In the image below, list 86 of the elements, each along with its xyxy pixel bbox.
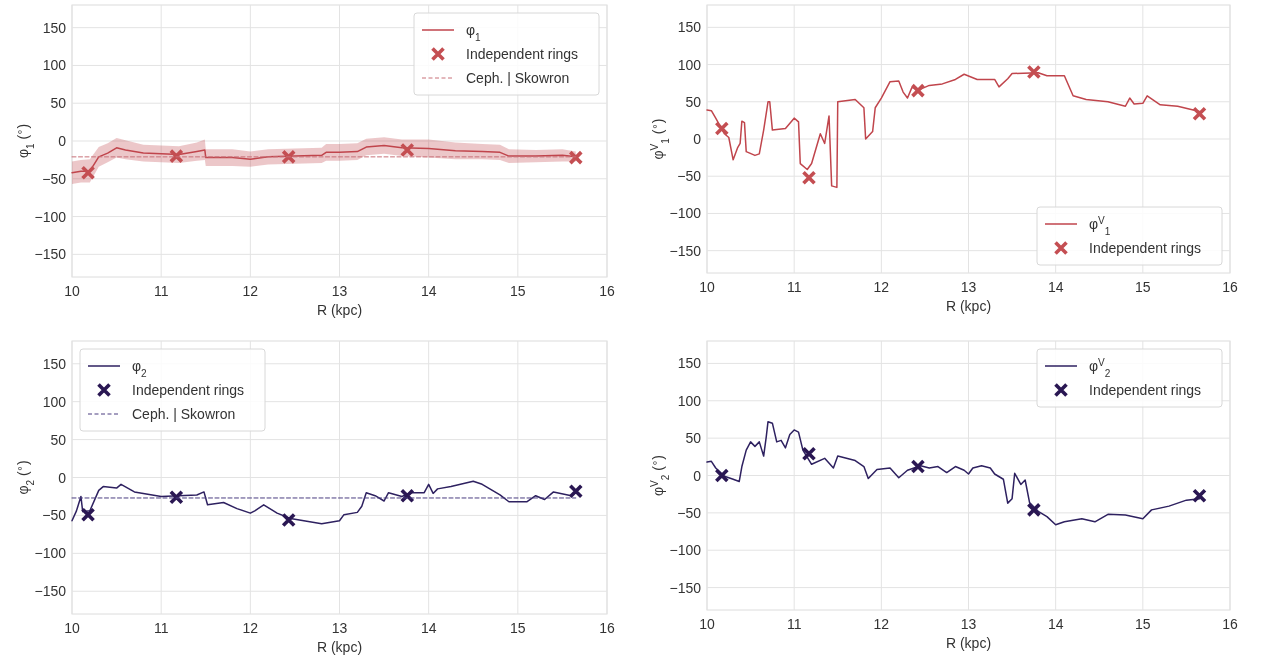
- x-tick-label: 15: [510, 620, 526, 636]
- x-tick-label: 14: [1047, 616, 1064, 632]
- y-tick-label: −50: [42, 507, 67, 524]
- x-tick-label: 12: [242, 283, 259, 299]
- line-series: [706, 420, 1201, 526]
- y-tick-label: −150: [34, 246, 67, 263]
- y-tick-label: −100: [669, 542, 702, 559]
- x-tick-label: 10: [64, 620, 80, 636]
- y-tick-label: 150: [677, 19, 702, 36]
- y-tick-label: 0: [58, 133, 67, 149]
- y-tick-label: −100: [34, 208, 67, 225]
- y-tick-label: 50: [50, 431, 67, 448]
- y-tick-label: −50: [42, 170, 67, 187]
- x-axis-title: R (kpc): [316, 302, 363, 318]
- x-tick-label: 10: [64, 283, 80, 299]
- x-tick-label: 16: [1222, 279, 1238, 295]
- legend-label: Independent rings: [1089, 382, 1202, 398]
- y-tick-label: 50: [685, 93, 702, 110]
- point: [80, 165, 96, 181]
- legend-label: Independent rings: [132, 382, 245, 398]
- x-tick-label: 10: [699, 279, 715, 295]
- point: [399, 488, 415, 503]
- point: [281, 512, 296, 528]
- point: [910, 459, 926, 474]
- y-tick-label: −100: [669, 205, 702, 222]
- x-axis-title: R (kpc): [316, 639, 363, 655]
- point: [801, 170, 817, 186]
- y-tick-label: −100: [34, 545, 67, 562]
- point: [399, 142, 415, 158]
- y-tick-label: −150: [34, 583, 67, 600]
- legend-label: Ceph. | Skowron: [132, 406, 236, 422]
- point: [1192, 488, 1207, 503]
- legend-label: Independent rings: [466, 46, 579, 62]
- y-tick-label: 0: [693, 131, 702, 147]
- legend-label: φ$_{1}$: [466, 22, 482, 43]
- x-tick-label: 14: [420, 283, 437, 299]
- x-tick-label: 13: [331, 620, 348, 636]
- legend-label: Ceph. | Skowron: [466, 70, 570, 86]
- y-tick-label: −50: [677, 504, 702, 521]
- x-tick-label: 13: [960, 616, 977, 632]
- y-tick-label: 150: [42, 355, 67, 372]
- legend-label: Independent rings: [1089, 240, 1202, 256]
- point: [281, 149, 296, 165]
- point: [1026, 64, 1042, 80]
- x-axis-title: R (kpc): [945, 298, 992, 314]
- point: [910, 83, 926, 98]
- point: [714, 468, 730, 483]
- y-tick-label: 50: [50, 95, 67, 112]
- y-tick-label: 0: [693, 467, 702, 484]
- y-tick-label: 100: [42, 57, 67, 74]
- y-tick-label: 150: [42, 19, 67, 36]
- legend-label: φ$_{2}$: [132, 358, 148, 379]
- x-tick-label: 11: [153, 283, 169, 299]
- x-tick-label: 10: [699, 616, 715, 632]
- x-tick-label: 15: [1135, 616, 1151, 632]
- y-tick-label: −50: [677, 168, 702, 185]
- point: [1192, 106, 1207, 121]
- y-tick-label: −150: [669, 579, 702, 596]
- x-tick-label: 11: [153, 620, 169, 636]
- x-tick-label: 12: [873, 616, 890, 632]
- y-tick-label: 100: [42, 393, 67, 410]
- y-tick-label: 150: [677, 355, 702, 372]
- x-tick-label: 12: [242, 620, 259, 636]
- x-axis-title: R (kpc): [945, 635, 992, 651]
- x-tick-label: 16: [1222, 616, 1238, 632]
- y-tick-label: 50: [685, 430, 702, 447]
- point: [714, 121, 730, 136]
- x-tick-label: 12: [873, 279, 890, 295]
- x-tick-label: 16: [599, 283, 615, 299]
- y-tick-label: −150: [669, 242, 702, 259]
- x-tick-label: 16: [599, 620, 615, 636]
- x-tick-label: 14: [1047, 279, 1064, 295]
- x-tick-label: 11: [786, 616, 802, 632]
- y-tick-label: 100: [677, 392, 702, 409]
- point: [801, 446, 817, 462]
- point: [80, 507, 96, 522]
- x-tick-label: 13: [960, 279, 977, 295]
- point: [1026, 502, 1042, 518]
- x-tick-label: 14: [420, 620, 437, 636]
- y-tick-label: 100: [677, 56, 702, 73]
- x-tick-label: 11: [786, 279, 802, 295]
- x-tick-label: 15: [1135, 279, 1151, 295]
- point: [568, 483, 584, 499]
- y-tick-label: 0: [58, 469, 67, 486]
- x-tick-label: 15: [510, 283, 526, 299]
- x-tick-label: 13: [331, 283, 348, 299]
